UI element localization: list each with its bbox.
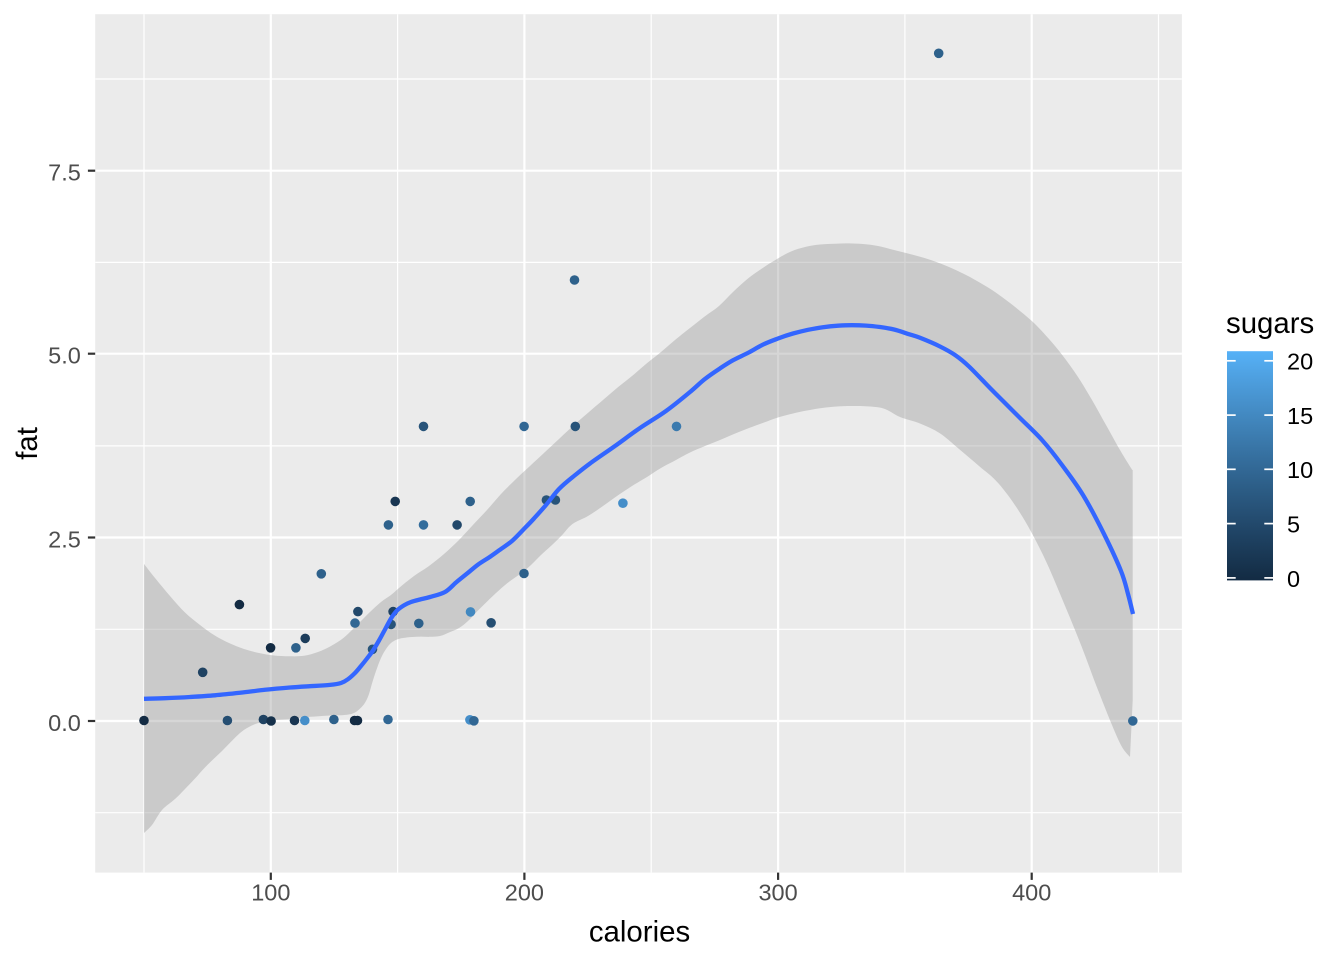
- svg-text:0.0: 0.0: [48, 710, 81, 736]
- svg-text:0: 0: [1287, 566, 1300, 592]
- svg-text:fat: fat: [11, 427, 44, 460]
- svg-text:10: 10: [1287, 457, 1313, 483]
- svg-text:5.0: 5.0: [48, 343, 81, 369]
- svg-text:5: 5: [1287, 512, 1300, 538]
- svg-text:20: 20: [1287, 349, 1313, 375]
- svg-text:calories: calories: [589, 916, 690, 949]
- svg-text:100: 100: [251, 880, 290, 906]
- svg-text:300: 300: [758, 880, 797, 906]
- svg-text:15: 15: [1287, 403, 1313, 429]
- svg-text:400: 400: [1012, 880, 1051, 906]
- svg-text:sugars: sugars: [1226, 307, 1314, 340]
- svg-text:200: 200: [505, 880, 544, 906]
- svg-text:2.5: 2.5: [48, 526, 81, 552]
- svg-text:7.5: 7.5: [48, 160, 81, 186]
